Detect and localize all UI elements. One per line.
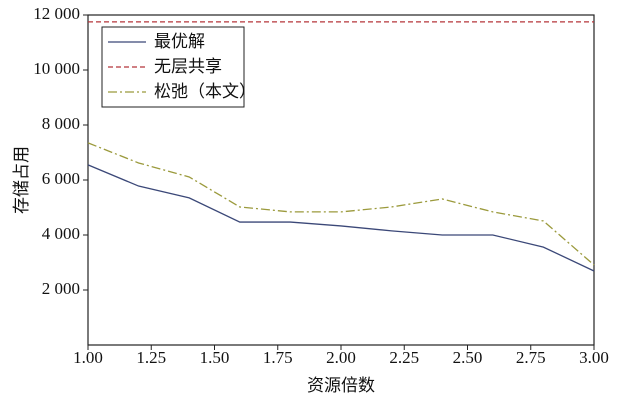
y-tick-label: 10 000 bbox=[33, 59, 80, 78]
x-tick-label: 3.00 bbox=[579, 348, 609, 367]
y-tick-label: 2 000 bbox=[42, 279, 80, 298]
legend-label: 松弛（本文） bbox=[154, 82, 256, 102]
x-tick-label: 1.50 bbox=[200, 348, 230, 367]
y-axis-label: 存储占用 bbox=[12, 146, 32, 214]
x-tick-label: 1.75 bbox=[263, 348, 293, 367]
y-tick-label: 4 000 bbox=[42, 224, 80, 243]
x-tick-label: 1.00 bbox=[73, 348, 103, 367]
x-tick-label: 2.75 bbox=[516, 348, 546, 367]
x-tick-label: 2.25 bbox=[389, 348, 419, 367]
y-tick-label: 12 000 bbox=[33, 4, 80, 23]
x-axis-label: 资源倍数 bbox=[307, 376, 375, 396]
series-line bbox=[87, 142, 595, 266]
series-line bbox=[87, 164, 595, 272]
legend-label: 最优解 bbox=[154, 32, 205, 52]
x-tick-label: 1.25 bbox=[136, 348, 166, 367]
x-tick-label: 2.50 bbox=[453, 348, 483, 367]
x-tick-label: 2.00 bbox=[326, 348, 356, 367]
y-tick-label: 6 000 bbox=[42, 169, 80, 188]
legend-label: 无层共享 bbox=[154, 57, 222, 77]
y-tick-label: 8 000 bbox=[42, 114, 80, 133]
